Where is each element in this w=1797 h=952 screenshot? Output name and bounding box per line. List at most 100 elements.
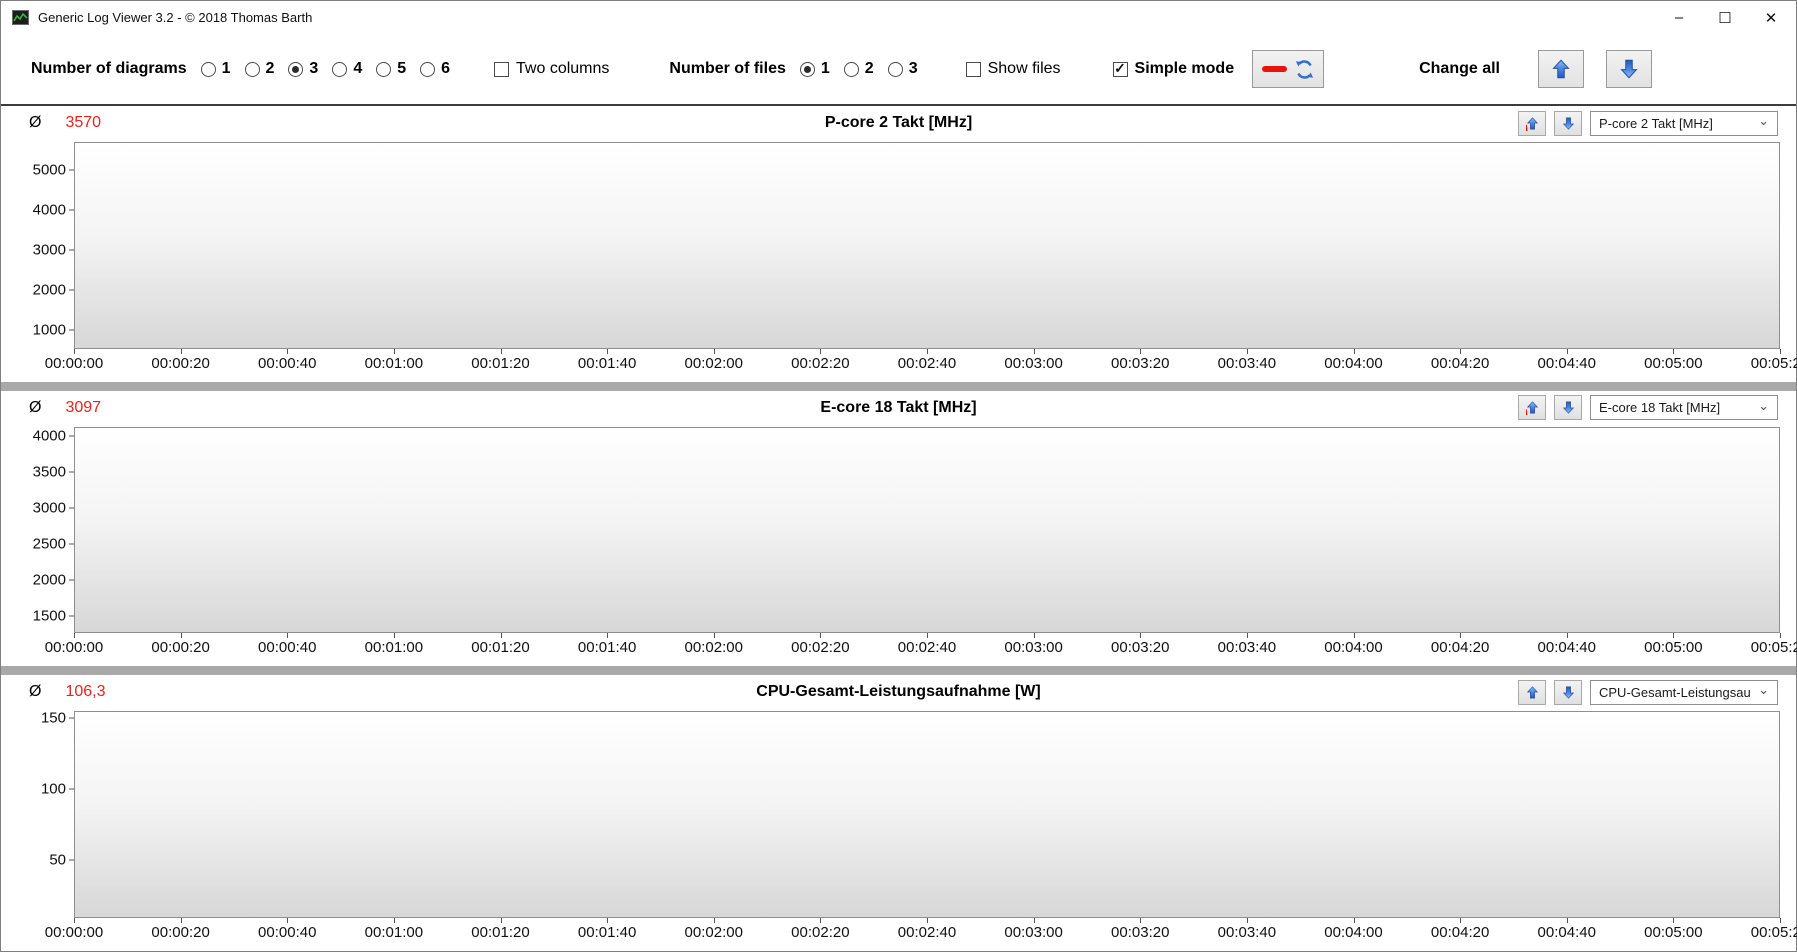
x-tick-mark bbox=[1780, 633, 1781, 639]
x-tick-mark bbox=[287, 918, 289, 924]
x-tick-label: 00:05:20 bbox=[1750, 354, 1797, 372]
y-tick-mark bbox=[69, 507, 74, 509]
x-tick-mark bbox=[500, 633, 502, 639]
x-tick-label: 00:03:00 bbox=[1004, 924, 1063, 942]
x-tick-mark bbox=[287, 348, 289, 354]
signal-select-dropdown[interactable]: P-core 2 Takt [MHz] ⌄ bbox=[1590, 110, 1778, 136]
signal-up-button[interactable] bbox=[1518, 679, 1546, 705]
y-tick: 3500 bbox=[33, 464, 74, 481]
x-tick-mark bbox=[1673, 348, 1675, 354]
y-tick-label: 3000 bbox=[32, 241, 66, 259]
signal-down-button[interactable] bbox=[1554, 679, 1582, 705]
average-readout: Ø 3570 bbox=[29, 114, 101, 132]
y-tick-mark bbox=[69, 329, 74, 331]
signal-select-dropdown[interactable]: E-core 18 Takt [MHz] ⌄ bbox=[1590, 395, 1778, 421]
y-tick: 3000 bbox=[33, 242, 74, 259]
y-tick: 2000 bbox=[33, 572, 74, 589]
y-tick-mark bbox=[69, 289, 74, 291]
y-tick-label: 2000 bbox=[32, 571, 66, 589]
change-all-up-button[interactable] bbox=[1538, 50, 1584, 88]
x-tick-mark bbox=[607, 918, 609, 924]
signal-up-button[interactable] bbox=[1518, 110, 1546, 136]
x-tick-mark bbox=[74, 633, 75, 639]
x-tick-mark bbox=[1353, 918, 1355, 924]
change-all-down-button[interactable] bbox=[1606, 50, 1652, 88]
x-tick-mark bbox=[1460, 348, 1462, 354]
show-files-label: Show files bbox=[987, 60, 1061, 77]
x-tick-mark bbox=[1140, 348, 1142, 354]
x-tick-label: 00:01:00 bbox=[364, 354, 424, 372]
close-button[interactable]: ✕ bbox=[1748, 1, 1794, 34]
diagrams-radio-group: 1 2 3 4 5 6 bbox=[187, 60, 450, 78]
x-tick-mark bbox=[74, 348, 75, 354]
arrow-up-icon bbox=[1526, 401, 1538, 415]
radio-diagrams-3[interactable]: 3 bbox=[288, 60, 318, 78]
chart-controls: P-core 2 Takt [MHz] ⌄ bbox=[1518, 108, 1778, 138]
average-readout: Ø 106,3 bbox=[29, 683, 106, 701]
signal-select-dropdown[interactable]: CPU-Gesamt-Leistungsau ⌄ bbox=[1590, 679, 1778, 705]
y-axis-labels: 4000 3500 3000 2500 2000 1500 bbox=[1, 427, 74, 634]
chart-controls: E-core 18 Takt [MHz] ⌄ bbox=[1518, 393, 1778, 423]
y-tick: 5000 bbox=[33, 162, 74, 179]
radio-icon bbox=[332, 61, 348, 77]
signal-up-button[interactable] bbox=[1518, 395, 1546, 421]
panel-separator bbox=[1, 381, 1796, 391]
x-tick-mark bbox=[713, 918, 715, 924]
y-tick-label: 4000 bbox=[32, 427, 66, 445]
radio-label: 2 bbox=[864, 60, 874, 77]
x-tick-mark bbox=[820, 633, 822, 639]
x-tick-label: 00:05:20 bbox=[1750, 924, 1797, 942]
radio-diagrams-5[interactable]: 5 bbox=[376, 60, 406, 78]
minimize-button[interactable]: – bbox=[1656, 1, 1702, 34]
maximize-button[interactable]: ☐ bbox=[1702, 1, 1748, 34]
signal-down-button[interactable] bbox=[1554, 395, 1582, 421]
radio-diagrams-6[interactable]: 6 bbox=[420, 60, 450, 78]
y-tick-mark bbox=[69, 249, 74, 251]
x-tick-mark bbox=[393, 633, 395, 639]
x-tick-label: 00:03:40 bbox=[1217, 354, 1277, 372]
y-tick: 2000 bbox=[33, 282, 74, 299]
y-tick: 150 bbox=[41, 710, 74, 727]
y-axis-labels: 150 100 50 bbox=[1, 710, 74, 918]
plot-area[interactable] bbox=[74, 711, 1780, 919]
radio-files-1[interactable]: 1 bbox=[799, 60, 830, 78]
y-tick-mark bbox=[69, 471, 74, 473]
radio-label: 1 bbox=[820, 60, 830, 77]
radio-label: 4 bbox=[353, 60, 363, 77]
line-color-refresh-button[interactable] bbox=[1252, 50, 1325, 88]
radio-diagrams-4[interactable]: 4 bbox=[332, 60, 362, 78]
radio-files-3[interactable]: 3 bbox=[887, 60, 918, 78]
plot-row: 5000 4000 3000 2000 1000 bbox=[1, 142, 1796, 349]
arrow-down-icon bbox=[1620, 59, 1638, 79]
x-tick-label: 00:04:40 bbox=[1537, 924, 1596, 942]
chevron-down-icon: ⌄ bbox=[1758, 397, 1769, 413]
x-tick-mark bbox=[393, 918, 395, 924]
x-tick-label: 00:03:20 bbox=[1111, 924, 1170, 942]
x-tick-label: 00:00:00 bbox=[44, 924, 104, 942]
y-tick: 4000 bbox=[33, 428, 74, 445]
y-tick-label: 1000 bbox=[32, 321, 66, 339]
arrow-down-icon bbox=[1562, 116, 1574, 130]
x-tick-mark bbox=[1353, 633, 1355, 639]
radio-files-2[interactable]: 2 bbox=[843, 60, 874, 78]
plot-row: 150 100 50 bbox=[1, 710, 1796, 919]
x-tick-mark bbox=[1566, 348, 1568, 354]
red-line-icon bbox=[1261, 66, 1287, 72]
two-columns-checkbox[interactable]: ✓ Two columns bbox=[494, 60, 609, 78]
plot-area[interactable] bbox=[74, 426, 1780, 634]
simple-mode-checkbox[interactable]: ✓ Simple mode bbox=[1112, 60, 1234, 78]
x-tick-mark bbox=[1460, 633, 1462, 639]
show-files-checkbox[interactable]: ✓ Show files bbox=[965, 60, 1061, 78]
arrow-up-icon bbox=[1552, 59, 1570, 79]
signal-down-button[interactable] bbox=[1554, 110, 1582, 136]
plot-area[interactable] bbox=[74, 142, 1780, 349]
radio-diagrams-2[interactable]: 2 bbox=[244, 60, 274, 78]
x-axis-labels: 00:00:00 00:00:20 00:00:40 00:01:00 00:01:20… bbox=[45, 633, 1797, 660]
radio-icon bbox=[376, 61, 392, 77]
x-tick-mark bbox=[393, 348, 395, 354]
radio-label: 1 bbox=[221, 60, 231, 77]
x-tick-label: 00:01:40 bbox=[577, 354, 637, 372]
radio-diagrams-1[interactable]: 1 bbox=[200, 60, 231, 78]
y-axis-labels: 5000 4000 3000 2000 1000 bbox=[1, 142, 74, 349]
x-tick-mark bbox=[607, 348, 609, 354]
